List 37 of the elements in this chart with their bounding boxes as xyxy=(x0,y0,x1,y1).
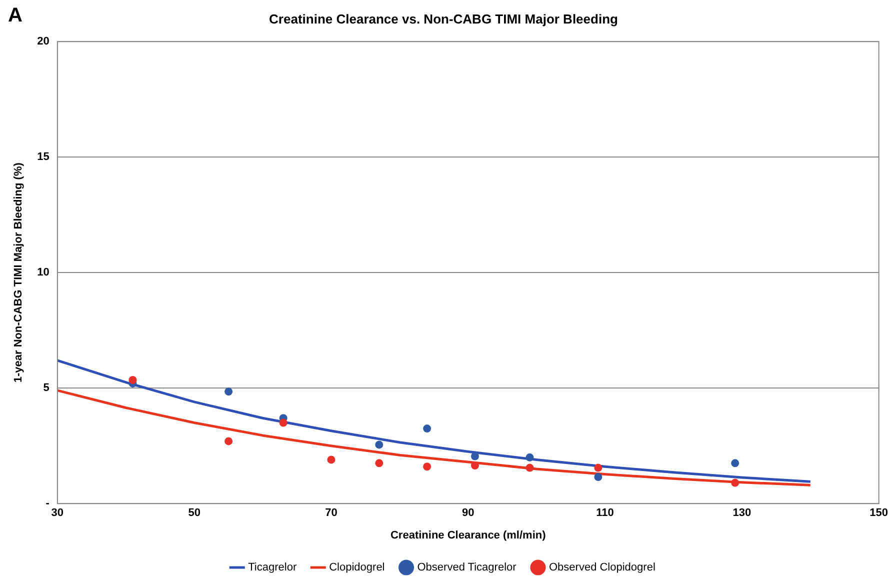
x-tick-label: 70 xyxy=(325,507,338,520)
point xyxy=(327,456,336,464)
chart-title: Creatinine Clearance vs. Non-CABG TIMI Major Bleeding xyxy=(269,11,618,26)
y-axis-title: 1-year Non-CABG TIMI Major Bleeding (%) xyxy=(12,162,25,383)
point xyxy=(731,478,740,487)
x-axis-title: Creatinine Clearance (ml/min) xyxy=(390,529,546,542)
x-tick-label: 110 xyxy=(596,507,614,520)
point xyxy=(375,440,384,449)
point xyxy=(423,424,432,433)
point xyxy=(470,461,479,470)
y-tick-label: 10 xyxy=(37,266,50,279)
point xyxy=(279,418,288,427)
y-tick-label: - xyxy=(46,498,50,510)
legend-label: Clopidogrel xyxy=(329,562,385,574)
x-tick-label: 150 xyxy=(870,507,888,520)
y-tick-label: 20 xyxy=(37,36,50,48)
y-tick-label: 15 xyxy=(37,151,50,164)
x-tick-label: 130 xyxy=(732,507,752,520)
point xyxy=(224,388,233,396)
point xyxy=(731,459,740,468)
point xyxy=(470,452,479,460)
point xyxy=(526,453,534,462)
x-tick-label: 90 xyxy=(462,507,474,520)
legend-label: Ticagrelor xyxy=(248,562,297,574)
point xyxy=(594,464,602,472)
y-tick-label: 5 xyxy=(43,382,50,394)
point xyxy=(526,464,534,472)
point xyxy=(594,473,602,482)
point xyxy=(375,459,384,468)
point xyxy=(423,462,432,471)
point xyxy=(128,376,137,384)
point xyxy=(224,437,233,446)
x-tick-label: 30 xyxy=(51,507,64,520)
x-tick-label: 50 xyxy=(188,507,200,520)
text: A xyxy=(8,4,22,27)
legend-label: Observed Clopidogrel xyxy=(548,562,656,574)
legend-label: Observed Ticagrelor xyxy=(417,562,517,574)
